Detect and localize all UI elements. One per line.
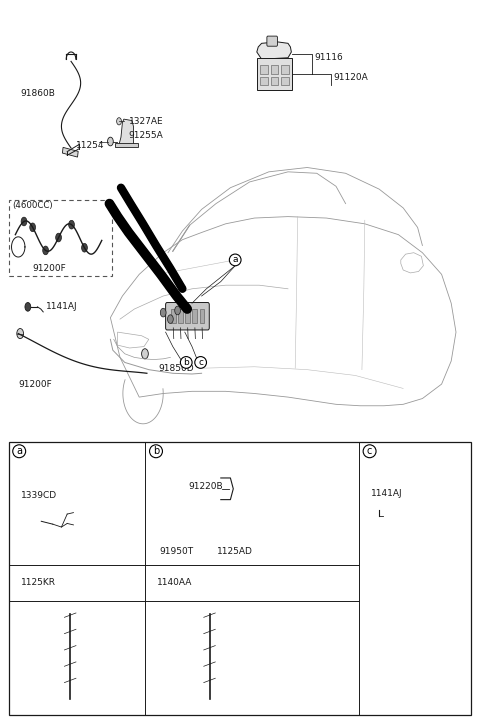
- Circle shape: [63, 594, 77, 614]
- Text: 91850D: 91850D: [158, 364, 194, 373]
- Bar: [9, 442, 471, 715]
- Circle shape: [142, 349, 148, 359]
- Bar: [260, 65, 268, 74]
- Bar: [281, 65, 289, 74]
- FancyBboxPatch shape: [166, 303, 209, 330]
- Bar: [178, 309, 183, 323]
- Circle shape: [168, 315, 173, 323]
- Circle shape: [82, 243, 87, 252]
- Text: 91200F: 91200F: [33, 264, 66, 273]
- Text: 1339CD: 1339CD: [21, 491, 57, 500]
- Polygon shape: [119, 119, 133, 144]
- Text: b: b: [153, 446, 159, 456]
- Text: 91120A: 91120A: [334, 73, 368, 82]
- Circle shape: [175, 306, 180, 315]
- Circle shape: [228, 479, 233, 487]
- Circle shape: [376, 500, 383, 510]
- Text: 1141AJ: 1141AJ: [371, 490, 403, 498]
- Bar: [169, 495, 175, 503]
- Text: c: c: [198, 358, 203, 367]
- Circle shape: [21, 217, 27, 226]
- Text: 1125KR: 1125KR: [21, 578, 56, 587]
- Bar: [192, 309, 197, 323]
- Text: 1125AD: 1125AD: [216, 547, 252, 556]
- Bar: [281, 77, 289, 85]
- Text: 91200F: 91200F: [18, 380, 52, 388]
- Circle shape: [168, 512, 176, 523]
- Text: (4600CC): (4600CC): [12, 201, 53, 209]
- Circle shape: [228, 492, 233, 500]
- Bar: [200, 309, 204, 323]
- Text: b: b: [183, 358, 189, 367]
- Circle shape: [56, 233, 61, 242]
- Circle shape: [157, 496, 186, 539]
- Bar: [271, 65, 278, 74]
- Circle shape: [69, 220, 74, 229]
- FancyBboxPatch shape: [382, 509, 401, 523]
- Circle shape: [162, 503, 181, 532]
- Text: 91860B: 91860B: [20, 90, 55, 98]
- Circle shape: [160, 308, 166, 317]
- Circle shape: [203, 594, 216, 614]
- Text: 1141AJ: 1141AJ: [46, 302, 77, 310]
- Text: 91255A: 91255A: [129, 131, 163, 139]
- Circle shape: [67, 599, 73, 609]
- Text: 91220B: 91220B: [189, 482, 223, 491]
- Text: a: a: [232, 256, 238, 264]
- FancyBboxPatch shape: [267, 36, 277, 46]
- Text: 1140AA: 1140AA: [157, 578, 193, 587]
- Polygon shape: [257, 42, 291, 59]
- Bar: [260, 77, 268, 85]
- Bar: [185, 309, 190, 323]
- Text: 11254: 11254: [76, 142, 104, 150]
- Bar: [115, 143, 138, 147]
- Circle shape: [34, 516, 41, 527]
- Text: 91950T: 91950T: [160, 547, 194, 556]
- Text: c: c: [367, 446, 372, 456]
- Bar: [62, 147, 78, 157]
- Circle shape: [25, 303, 31, 311]
- Circle shape: [108, 137, 113, 146]
- Text: 91116: 91116: [314, 53, 343, 61]
- Circle shape: [43, 246, 48, 255]
- Bar: [9, 200, 112, 276]
- Circle shape: [117, 118, 121, 125]
- Text: 1327AE: 1327AE: [129, 117, 163, 126]
- Circle shape: [30, 223, 36, 232]
- Bar: [171, 309, 176, 323]
- Bar: [257, 58, 292, 90]
- Circle shape: [17, 329, 24, 339]
- Text: a: a: [16, 446, 22, 456]
- Circle shape: [206, 599, 213, 609]
- Bar: [271, 77, 278, 85]
